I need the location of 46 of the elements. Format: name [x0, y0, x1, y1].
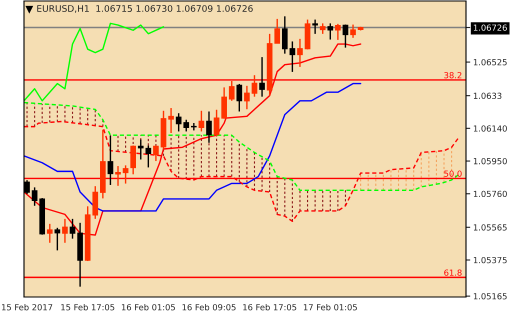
annotation: 50.0 — [444, 170, 462, 177]
candlestick — [236, 83, 242, 112]
y-tick-label: 1.05165 — [474, 293, 507, 300]
candlestick — [290, 40, 296, 73]
y-tick-label: 1.0633 — [474, 92, 502, 99]
candlestick — [342, 24, 348, 48]
candlestick — [168, 107, 174, 134]
candlestick — [122, 164, 128, 184]
x-tick-label: 15 Feb 17:05 — [61, 304, 114, 310]
candlestick — [46, 223, 53, 244]
candlestick — [54, 227, 60, 252]
y-tick-label: 1.05565 — [474, 224, 507, 231]
chart-title: EURUSD,H1 1.06715 1.06730 1.06709 1.06726 — [37, 5, 253, 13]
candlestick — [198, 110, 204, 132]
y-tick-label: 1.06525 — [474, 59, 507, 66]
candlestick — [176, 112, 182, 132]
x-tick-label: 16 Feb 01:05 — [122, 304, 175, 310]
x-tick-label: 16 Feb 09:05 — [182, 304, 236, 310]
candlestick — [274, 18, 280, 44]
candlestick — [335, 23, 341, 41]
y-tick-label: 1.06140 — [474, 125, 507, 132]
x-tick-label: 15 Feb 2017 — [2, 304, 52, 310]
x-tick-label: 16 Feb 17:05 — [243, 304, 296, 310]
annotation: 38.2 — [444, 72, 462, 78]
candlestick — [312, 18, 318, 35]
y-tick-label: 1.05760 — [474, 190, 507, 198]
y-tick-label: 1.05950 — [474, 158, 507, 164]
candlestick — [32, 186, 38, 206]
candlestick — [183, 119, 190, 132]
candlestick — [221, 86, 227, 120]
candlestick — [259, 56, 265, 98]
candlestick — [92, 185, 98, 220]
candlestick — [70, 218, 76, 240]
candlestick — [327, 22, 334, 40]
candlestick — [62, 218, 68, 244]
candlestick — [282, 16, 288, 54]
candlestick — [228, 80, 235, 102]
y-tick-label: 1.06726 — [474, 24, 507, 31]
candlestick — [320, 22, 326, 35]
x-tick-label: 17 Feb 01:05 — [304, 304, 357, 310]
candlestick — [244, 85, 250, 110]
annotation: 61.8 — [444, 269, 462, 276]
candlestick — [115, 165, 121, 187]
candlestick — [350, 24, 356, 39]
y-tick-label: 1.05375 — [474, 256, 507, 264]
candlestick — [252, 74, 258, 98]
